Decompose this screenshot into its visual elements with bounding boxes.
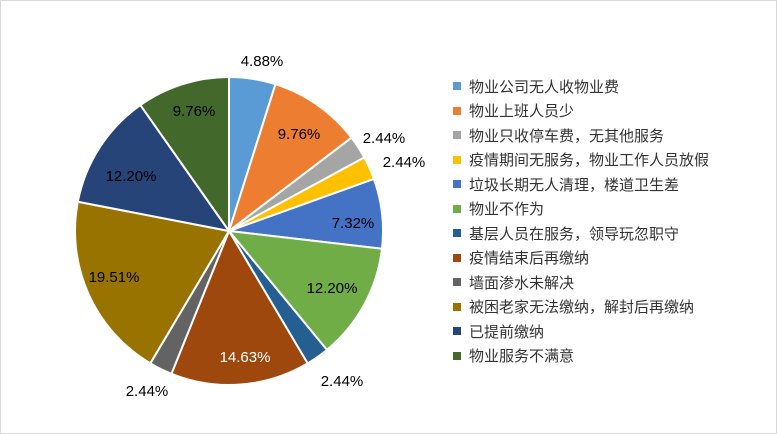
pie-slice [226,229,384,352]
legend-label: 基层人员在服务，领导玩忽职守 [469,224,680,243]
data-label: 4.88% [241,53,284,70]
legend-item: 基层人员在服务，领导玩忽职守 [453,221,709,246]
data-label: 2.44% [363,130,406,147]
legend-swatch [453,204,461,213]
pie-slice [138,75,230,235]
legend-label: 疫情期间无服务，物业工作人员放假 [469,151,710,170]
legend: 物业公司无人收物业费 物业上班人员少物业只收停车费，无其他服务疫情期间无服务，物业… [453,74,709,368]
legend-swatch [453,155,461,164]
legend-item: 物业上班人员少 [453,99,709,124]
legend-item: 物业只收停车费，无其他服务 [453,123,709,148]
data-label: 19.51% [89,269,140,286]
pie-slice [170,228,310,386]
pie-slice [227,82,353,234]
legend-item: 垃圾长期无人清理，楼道卫生差 [453,172,709,197]
legend-label: 物业公司无人收物业费 [469,77,620,96]
legend-item: 已提前缴纳 [453,319,709,344]
legend-swatch [453,327,461,336]
legend-label: 垃圾长期无人清理，楼道卫生差 [469,175,680,194]
legend-swatch [453,278,461,287]
data-label: 9.76% [173,103,216,120]
legend-swatch [453,302,461,311]
pie-slice [74,200,231,365]
legend-label: 已提前缴纳 [469,322,545,341]
legend-item: 疫情期间无服务，物业工作人员放假 [453,148,709,173]
legend-item: 被困老家无法缴纳，解封后再缴纳 [453,295,709,320]
legend-swatch [453,106,461,115]
data-label: 7.32% [332,215,375,232]
data-label: 14.63% [220,349,271,366]
legend-item: 物业不作为 [453,197,709,222]
data-label: 2.44% [383,154,426,171]
legend-label: 墙面渗水未解决 [469,273,575,292]
legend-swatch [453,253,461,262]
data-label: 2.44% [321,373,364,390]
data-label: 2.44% [126,383,169,400]
legend-item: 墙面渗水未解决 [453,270,709,295]
legend-item: 物业公司无人收物业费 [453,74,709,99]
legend-label: 物业只收停车费，无其他服务 [469,126,665,145]
pie-slice [76,103,232,233]
legend-swatch [453,180,461,189]
legend-swatch [453,131,461,140]
legend-item: 物业服务不满意 [453,344,709,369]
legend-swatch [453,82,461,91]
legend-item: 疫情结束后再缴纳 [453,246,709,271]
data-label: 9.76% [278,126,321,143]
legend-label: 物业上班人员少 [469,102,575,121]
legend-swatch [453,351,461,360]
legend-swatch [453,229,461,238]
data-label: 12.20% [307,280,358,297]
legend-label: 被困老家无法缴纳，解封后再缴纳 [469,298,695,317]
data-label: 12.20% [106,168,157,185]
legend-label: 物业不作为 [469,200,545,219]
legend-label: 物业服务不满意 [469,347,575,366]
legend-label: 疫情结束后再缴纳 [469,249,590,268]
